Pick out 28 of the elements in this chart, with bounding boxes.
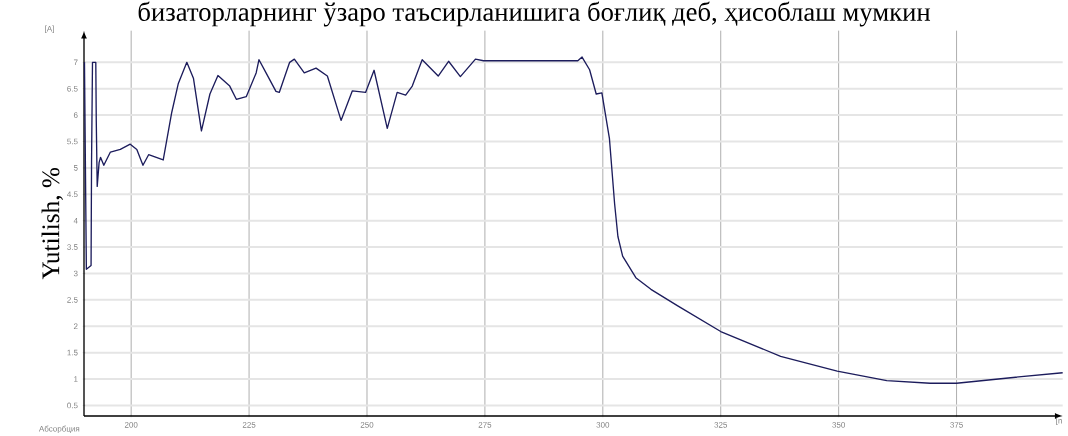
y-tick-label: 4.5 — [67, 191, 78, 198]
x-tick-label: 325 — [714, 422, 728, 428]
y-tick-label: 1 — [74, 376, 78, 382]
y-tick-label: 2.5 — [67, 297, 78, 303]
x-tick-label: 350 — [832, 422, 845, 428]
text: [n — [1056, 417, 1062, 426]
y-tick-label: 4 — [73, 217, 78, 224]
y-tick-label: 6.5 — [67, 85, 78, 92]
x-tick-label: 250 — [360, 422, 374, 428]
text: Абсорбция — [38, 425, 80, 434]
text: [A] — [45, 25, 54, 34]
y-tick-label: 3.5 — [67, 244, 78, 250]
y-tick-label: 6 — [73, 112, 78, 118]
x-tick-label: 275 — [478, 422, 492, 428]
y-tick-label: 3 — [73, 270, 78, 277]
x-tick-label: 200 — [124, 422, 138, 428]
x-tick-label: 225 — [242, 422, 256, 428]
y-tick-label: 0.5 — [67, 402, 78, 409]
chart-title: бизаторларнинг ўзаро таъсирланишига боғлиқ деб, ҳисоблаш мумкин — [138, 1, 931, 27]
y-tick-label: 1.5 — [67, 349, 78, 356]
y-tick-label: 5 — [73, 165, 78, 171]
y-axis-title: Yutilish, % — [41, 167, 64, 280]
y-tick-label: 2 — [73, 323, 78, 330]
y-tick-label: 5.5 — [67, 138, 78, 145]
x-tick-label: 300 — [596, 422, 610, 428]
line-series — [83, 56, 1064, 384]
y-tick-label: 7 — [73, 59, 78, 66]
x-tick-label: 375 — [950, 422, 963, 428]
